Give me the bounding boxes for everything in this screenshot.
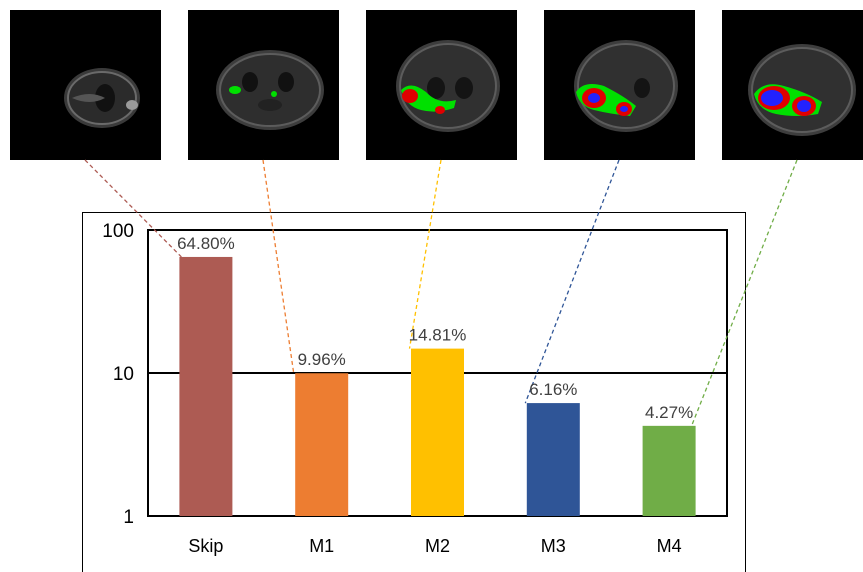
leader-line-m3 <box>524 159 620 404</box>
x-tick-label: M1 <box>309 536 334 556</box>
label-layer: 1 10 100 64.80% Skip 9.96% M1 14.81% M2 6.16% M3 4.… <box>102 221 693 556</box>
x-tick-label: M3 <box>541 536 566 556</box>
leader-line-m1 <box>262 159 295 374</box>
data-label: 9.96% <box>298 350 346 369</box>
mri-thumbnail-m1 <box>188 10 339 160</box>
data-label: 4.27% <box>645 403 693 422</box>
mri-thumbnail-m3 <box>544 10 695 160</box>
bar-layer <box>179 256 696 516</box>
mri-thumbnail-m4 <box>722 10 863 160</box>
bar-m3 <box>526 403 580 516</box>
brain-slice-icon <box>64 68 140 128</box>
bar-m1 <box>295 373 349 516</box>
x-tick-label: M4 <box>657 536 682 556</box>
x-tick-label: Skip <box>188 536 223 556</box>
y-tick-label: 10 <box>113 364 134 385</box>
mri-thumbnail-m2 <box>366 10 517 160</box>
x-tick-label: M2 <box>425 536 450 556</box>
chart-frame <box>82 212 746 572</box>
bar-skip <box>179 256 233 516</box>
brain-slice-icon <box>748 44 856 136</box>
leader-line-m4 <box>690 159 798 427</box>
y-tick-label: 1 <box>123 507 134 528</box>
leader-line-layer <box>84 159 798 427</box>
data-label: 14.81% <box>409 326 467 345</box>
data-label: 64.80% <box>177 234 235 253</box>
y-tick-label: 100 <box>102 221 134 242</box>
leader-line-m2 <box>408 159 442 349</box>
brain-slice-icon <box>574 40 678 132</box>
brain-slice-icon <box>396 40 500 132</box>
bar-m4 <box>642 425 696 516</box>
brain-slice-icon <box>216 50 324 130</box>
data-label: 6.16% <box>529 380 577 399</box>
bar-m2 <box>411 348 464 516</box>
mri-thumbnail-skip <box>10 10 161 160</box>
leader-line-skip <box>84 159 182 258</box>
